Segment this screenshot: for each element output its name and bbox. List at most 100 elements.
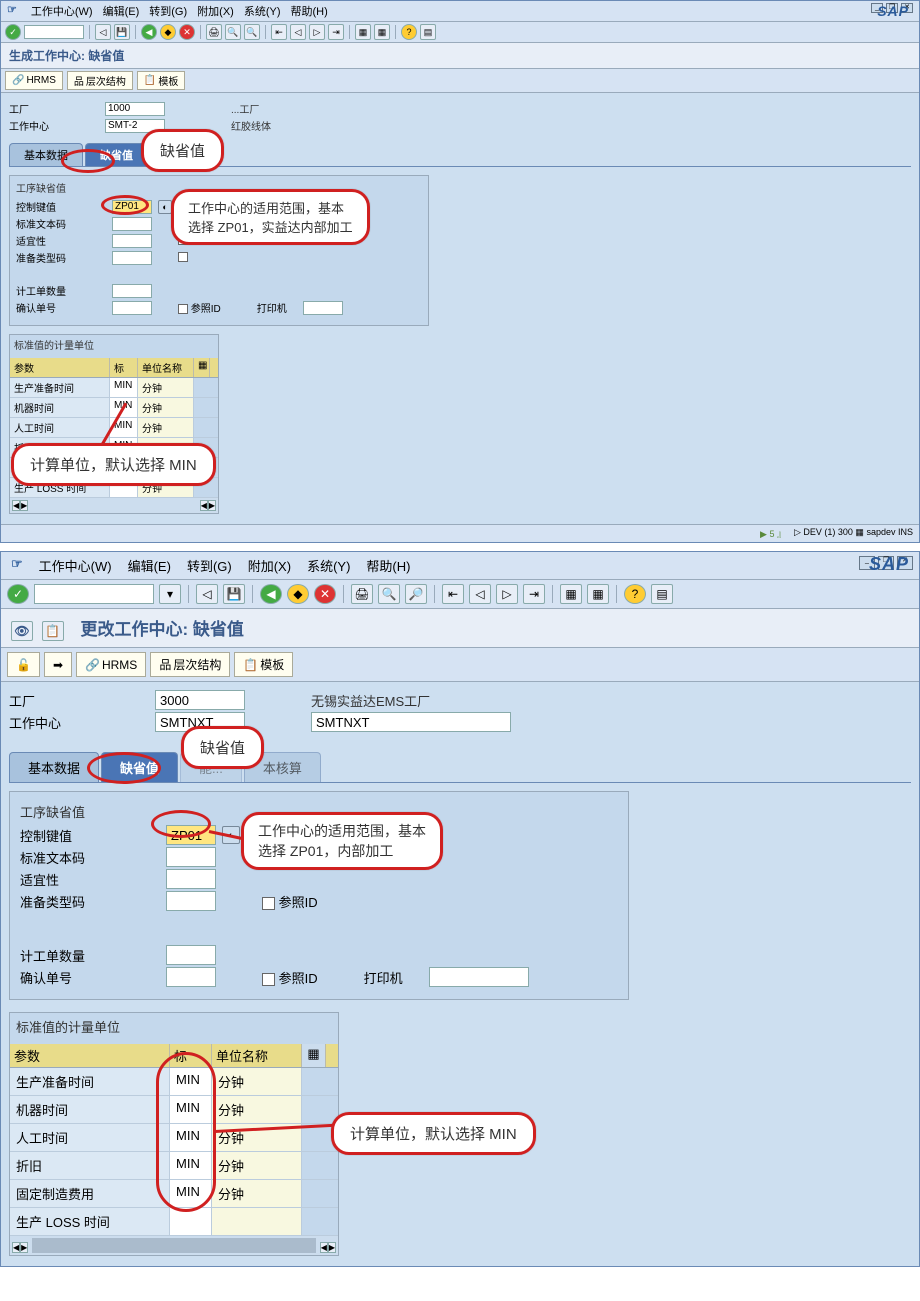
- tab-defaults[interactable]: 缺省值: [101, 752, 178, 782]
- back-button[interactable]: ◁: [95, 24, 111, 40]
- enter-button[interactable]: ✓: [7, 584, 29, 604]
- hrms-button[interactable]: 🔗HRMS: [5, 71, 63, 90]
- std-text-input[interactable]: [112, 217, 152, 231]
- find-next-button[interactable]: 🔎: [405, 584, 427, 604]
- setup-type-input[interactable]: [166, 891, 216, 911]
- config-column-icon[interactable]: ▦: [302, 1044, 326, 1067]
- qty-input[interactable]: [166, 945, 216, 965]
- printer-input[interactable]: [303, 301, 343, 315]
- scroll-right-button[interactable]: ▶: [20, 1242, 28, 1253]
- menu-goto[interactable]: 转到(G): [187, 556, 232, 575]
- plant-input[interactable]: [105, 102, 165, 116]
- new-session-button[interactable]: ▦: [355, 24, 371, 40]
- layout-button[interactable]: ▤: [651, 584, 673, 604]
- exit-button[interactable]: ◆: [160, 24, 176, 40]
- cell-unit[interactable]: MIN: [170, 1180, 212, 1207]
- hierarchy-button[interactable]: 品 层次结构: [150, 652, 230, 677]
- scroll-left2-button[interactable]: ◀: [320, 1242, 328, 1253]
- search-help-icon[interactable]: ◐: [158, 200, 172, 214]
- confirm-input[interactable]: [166, 967, 216, 987]
- menu-goto[interactable]: 转到(G): [149, 3, 187, 19]
- scroll-right-button[interactable]: ▶: [20, 500, 28, 511]
- shortcut-button[interactable]: ▦: [374, 24, 390, 40]
- print-button[interactable]: 🖨: [351, 584, 373, 604]
- template-button[interactable]: 📋 模板: [234, 652, 293, 677]
- exit-button[interactable]: ◆: [287, 584, 309, 604]
- command-field[interactable]: [24, 25, 84, 39]
- scroll-left-button[interactable]: ◀: [12, 500, 20, 511]
- layout-button[interactable]: ▤: [420, 24, 436, 40]
- menu-workcenter[interactable]: 工作中心(W): [39, 556, 112, 575]
- menu-extras[interactable]: 附加(X): [248, 556, 291, 575]
- cell-unit[interactable]: MIN: [170, 1124, 212, 1151]
- printer-input[interactable]: [429, 967, 529, 987]
- cell-unit[interactable]: MIN: [170, 1068, 212, 1095]
- next-page-button[interactable]: ▷: [496, 584, 518, 604]
- scroll-left2-button[interactable]: ◀: [200, 500, 208, 511]
- save-button[interactable]: 💾: [114, 24, 130, 40]
- workcenter-desc-input[interactable]: [311, 712, 511, 732]
- last-page-button[interactable]: ⇥: [328, 24, 344, 40]
- menu-edit[interactable]: 编辑(E): [128, 556, 171, 575]
- tab-basic-data[interactable]: 基本数据: [9, 143, 83, 166]
- find-next-button[interactable]: 🔍: [244, 24, 260, 40]
- hierarchy-button[interactable]: 品层次结构: [67, 71, 133, 90]
- menu-extras[interactable]: 附加(X): [197, 3, 234, 19]
- scroll-right2-button[interactable]: ▶: [328, 1242, 336, 1253]
- screen-icon-2[interactable]: 📋: [42, 621, 64, 641]
- new-session-button[interactable]: ▦: [560, 584, 582, 604]
- dropdown-button[interactable]: ▾: [159, 584, 181, 604]
- last-page-button[interactable]: ⇥: [523, 584, 545, 604]
- shortcut-button[interactable]: ▦: [587, 584, 609, 604]
- find-button[interactable]: 🔍: [378, 584, 400, 604]
- other-button[interactable]: 🔓: [7, 652, 40, 677]
- scroll-right2-button[interactable]: ▶: [208, 500, 216, 511]
- std-text-input[interactable]: [166, 847, 216, 867]
- cell-unit[interactable]: MIN: [170, 1152, 212, 1179]
- config-column-icon[interactable]: ▦: [194, 358, 210, 377]
- hrms-button[interactable]: 🔗 HRMS: [76, 652, 146, 677]
- ref-id-checkbox-2[interactable]: [262, 897, 275, 910]
- scroll-left-button[interactable]: ◀: [12, 1242, 20, 1253]
- command-field[interactable]: [34, 584, 154, 604]
- menu-system[interactable]: 系统(Y): [244, 3, 281, 19]
- enter-button[interactable]: ✓: [5, 24, 21, 40]
- menu-help[interactable]: 帮助(H): [366, 556, 410, 575]
- screen-icon-1[interactable]: 👁: [11, 621, 33, 641]
- back-button[interactable]: ◁: [196, 584, 218, 604]
- nav-back-button[interactable]: ◀: [260, 584, 282, 604]
- cell-unit[interactable]: MIN: [170, 1096, 212, 1123]
- cell-unit[interactable]: [170, 1208, 212, 1235]
- cancel-button[interactable]: ✕: [314, 584, 336, 604]
- nav-button[interactable]: ➡: [44, 652, 72, 677]
- first-page-button[interactable]: ⇤: [442, 584, 464, 604]
- control-key-input[interactable]: [112, 200, 152, 214]
- qty-input[interactable]: [112, 284, 152, 298]
- menu-edit[interactable]: 编辑(E): [103, 3, 140, 19]
- tab-basic-data[interactable]: 基本数据: [9, 752, 99, 782]
- cancel-button[interactable]: ✕: [179, 24, 195, 40]
- control-key-input[interactable]: [166, 825, 216, 845]
- next-page-button[interactable]: ▷: [309, 24, 325, 40]
- find-button[interactable]: 🔍: [225, 24, 241, 40]
- plant-input[interactable]: [155, 690, 245, 710]
- menu-system[interactable]: 系统(Y): [307, 556, 350, 575]
- suitability-input[interactable]: [166, 869, 216, 889]
- save-button[interactable]: 💾: [223, 584, 245, 604]
- confirm-input[interactable]: [112, 301, 152, 315]
- template-button[interactable]: 📋模板: [137, 71, 185, 90]
- setup-type-input[interactable]: [112, 251, 152, 265]
- first-page-button[interactable]: ⇤: [271, 24, 287, 40]
- suitability-input[interactable]: [112, 234, 152, 248]
- tab-defaults[interactable]: 缺省值: [85, 143, 148, 166]
- menu-workcenter[interactable]: 工作中心(W): [31, 3, 93, 19]
- menu-help[interactable]: 帮助(H): [291, 3, 328, 19]
- cell-unit[interactable]: MIN: [110, 378, 138, 397]
- print-button[interactable]: 🖨: [206, 24, 222, 40]
- ref-id-checkbox[interactable]: [178, 304, 188, 314]
- nav-back-button[interactable]: ◀: [141, 24, 157, 40]
- ref-id-checkbox-3[interactable]: [262, 973, 275, 986]
- prev-page-button[interactable]: ◁: [469, 584, 491, 604]
- ref-checkbox-3[interactable]: [178, 252, 188, 262]
- help-button[interactable]: ?: [401, 24, 417, 40]
